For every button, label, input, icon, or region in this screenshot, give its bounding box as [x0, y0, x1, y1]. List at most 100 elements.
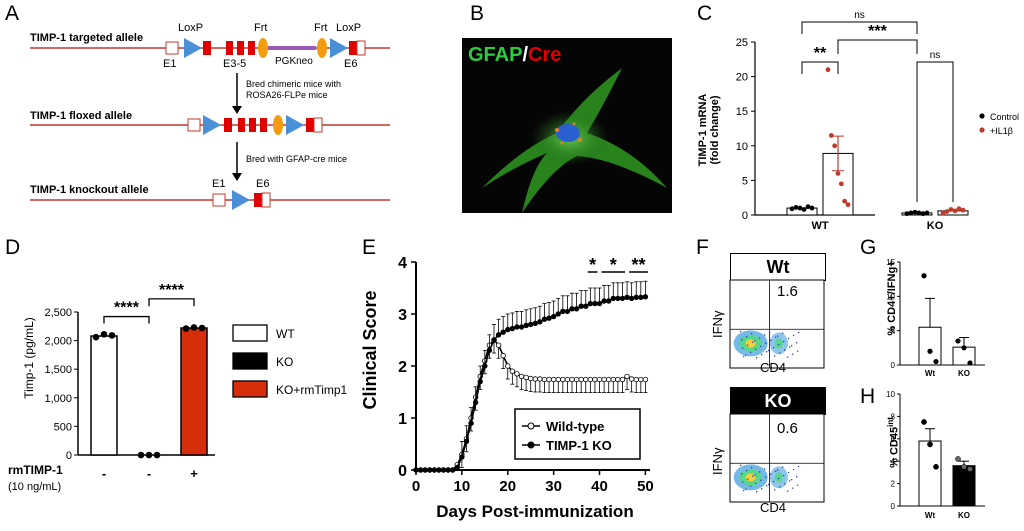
c-point [835, 171, 841, 176]
d-ytick-label: 500 [54, 421, 72, 433]
e-point [468, 420, 474, 426]
e-point [555, 311, 561, 317]
f-ko-event [792, 468, 795, 471]
d-legend-label: KO [276, 355, 293, 369]
d-legend-swatch [232, 380, 268, 398]
f-ko-event [795, 476, 798, 478]
g-point [967, 360, 973, 366]
f-wt-event [765, 351, 768, 353]
f-wt-event [772, 346, 775, 349]
h-point [955, 456, 961, 462]
c-point [845, 202, 851, 208]
h-group-label: KO [958, 511, 970, 520]
f-wt-event [788, 346, 791, 348]
f-ko-event [791, 487, 794, 489]
g-ytick-label: 5 [891, 327, 896, 336]
e-point [450, 467, 456, 473]
c-point [832, 143, 838, 149]
f-wt-event [753, 340, 756, 342]
f-wt-event [751, 341, 754, 343]
d-point [100, 331, 108, 338]
h-point [967, 466, 973, 472]
frt-label-left: Frt [254, 22, 268, 34]
breeding-step-1-line1: Bred chimeric mice with [246, 79, 342, 89]
f-wt-event [783, 349, 786, 351]
h-point [927, 441, 933, 448]
c-ytick-label: 5 [742, 175, 748, 187]
d-ytick-label: 0 [66, 450, 72, 462]
e-point [642, 294, 649, 300]
f-ko-event [797, 465, 800, 468]
f-wt-event [739, 330, 742, 333]
f-ko-event [786, 490, 789, 492]
f-wt-event [777, 343, 780, 346]
f-ko-event [753, 474, 756, 476]
d-ytick-label: 1,500 [44, 364, 72, 376]
h-ylabel-main: % CD45 [888, 426, 901, 468]
e-point [619, 376, 626, 383]
d-legend-label: KO+rmTimp1 [276, 383, 348, 397]
g-ytick-label: 0 [891, 361, 896, 370]
c-point [842, 198, 848, 204]
g-point [921, 273, 927, 279]
g-ytick-label: 15 [886, 258, 895, 267]
f-wt-event [760, 354, 763, 356]
f-wt-event [763, 334, 766, 336]
d-sig-label-2: **** [159, 282, 185, 299]
c-legend-label: Control [990, 112, 1019, 122]
d-point [153, 451, 161, 459]
e-point [596, 300, 603, 307]
f-wt-event [796, 350, 799, 352]
e-point [482, 363, 488, 369]
g-point [961, 345, 967, 351]
e-ytick-label: 1 [398, 411, 407, 428]
f-ko-event [773, 489, 776, 491]
e-point [537, 319, 543, 325]
c-point [912, 209, 918, 215]
c-sig-ko-label: ns [930, 50, 941, 61]
c-point [916, 210, 922, 216]
f-wt-event [774, 336, 777, 339]
e-ytick-label: 2 [398, 359, 407, 376]
f-ko-event [765, 485, 768, 487]
h-bar [918, 440, 942, 507]
c-point [828, 133, 834, 138]
e-point [463, 438, 470, 445]
f-wt-event [749, 351, 752, 354]
floxed-allele-label: TIMP-1 floxed allele [30, 110, 133, 122]
f-ko-event [755, 491, 758, 493]
e-legend-marker [527, 441, 535, 449]
e-point [459, 454, 465, 460]
d-legend-swatch [232, 324, 268, 342]
c-point [960, 207, 966, 213]
d-point [108, 332, 116, 339]
h-ytick-label: 8 [891, 412, 896, 421]
d-legend-swatch [232, 352, 268, 370]
f-wt-event [740, 339, 743, 341]
f-ko-event [781, 466, 784, 468]
c-ytick-label: 15 [736, 106, 748, 118]
f-wt-event [754, 348, 757, 351]
d-legend-label: WT [276, 327, 295, 341]
c-group-label: WT [811, 220, 828, 232]
e-point [532, 320, 538, 327]
c-sig-wt-bracket [801, 61, 839, 74]
f-wt-event [769, 339, 772, 342]
d-ytick-label: 2,500 [44, 307, 72, 319]
f-wt-event [750, 333, 753, 335]
c-sig-top-bracket [801, 21, 918, 34]
micrograph-gfap-cre: GFAP/Cre [462, 38, 672, 213]
c-sig-cross-bracket [837, 39, 918, 54]
c-point [904, 211, 910, 217]
breeding-step-2: Bred with GFAP-cre mice [246, 154, 348, 164]
d-point [137, 451, 145, 459]
e-point [509, 325, 516, 332]
e-point [509, 368, 516, 374]
d-bar [180, 327, 208, 456]
c-point [789, 206, 795, 212]
d-sig-bracket-2 [148, 298, 195, 307]
e-point [583, 303, 589, 309]
f-wt-event [778, 352, 781, 354]
